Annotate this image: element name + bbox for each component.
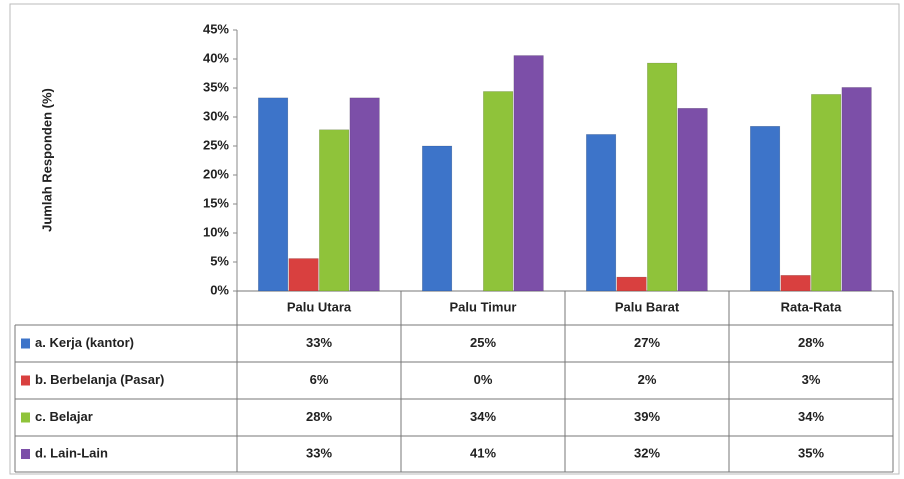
y-tick-label: 10%: [203, 224, 229, 239]
y-tick-label: 25%: [203, 137, 229, 152]
table-value: 3%: [802, 372, 821, 387]
bar: [258, 97, 289, 292]
y-tick-label: 0%: [210, 282, 229, 297]
table-value: 28%: [798, 335, 824, 350]
table-value: 34%: [798, 409, 824, 424]
y-tick-label: 5%: [210, 253, 229, 268]
bar: [677, 108, 708, 292]
legend-label: d. Lain-Lain: [35, 445, 108, 460]
bar: [586, 134, 617, 292]
y-tick-label: 40%: [203, 50, 229, 65]
table-value: 35%: [798, 445, 824, 460]
table-value: 25%: [470, 335, 496, 350]
x-tick-label: Palu Barat: [615, 299, 680, 314]
legend-label: a. Kerja (kantor): [35, 335, 134, 350]
bar: [349, 97, 380, 292]
legend-label: b. Berbelanja (Pasar): [35, 372, 164, 387]
bar: [422, 145, 453, 292]
table-value: 33%: [306, 335, 332, 350]
table-value: 41%: [470, 445, 496, 460]
y-tick-label: 35%: [203, 79, 229, 94]
bar: [288, 258, 319, 292]
table-value: 27%: [634, 335, 660, 350]
legend-swatch: [21, 338, 30, 349]
table-value: 6%: [310, 372, 329, 387]
legend-swatch: [21, 449, 30, 459]
table-value: 2%: [638, 372, 657, 387]
table-value: 32%: [634, 445, 660, 460]
y-tick-label: 20%: [203, 166, 229, 181]
x-tick-label: Palu Utara: [287, 299, 352, 314]
bar: [616, 276, 647, 292]
chart-frame: [9, 3, 900, 475]
bar: [513, 55, 544, 292]
bar: [811, 94, 842, 292]
x-tick-label: Palu Timur: [450, 299, 517, 314]
table-value: 34%: [470, 409, 496, 424]
x-tick-label: Rata-Rata: [781, 299, 842, 314]
legend-label: c. Belajar: [35, 409, 93, 424]
bar: [780, 275, 811, 292]
legend-swatch: [21, 375, 30, 386]
y-axis-label: Jumlah Responden (%): [39, 88, 54, 232]
legend-swatch: [21, 412, 30, 423]
y-tick-label: 15%: [203, 195, 229, 210]
y-tick-label: 30%: [203, 108, 229, 123]
y-tick-label: 45%: [203, 21, 229, 36]
bar: [750, 126, 781, 292]
bar: [647, 62, 678, 292]
table-value: 28%: [306, 409, 332, 424]
table-value: 39%: [634, 409, 660, 424]
table-value: 0%: [474, 372, 493, 387]
bar: [483, 91, 514, 292]
table-value: 33%: [306, 445, 332, 460]
bar: [319, 129, 350, 292]
bar: [841, 87, 872, 292]
